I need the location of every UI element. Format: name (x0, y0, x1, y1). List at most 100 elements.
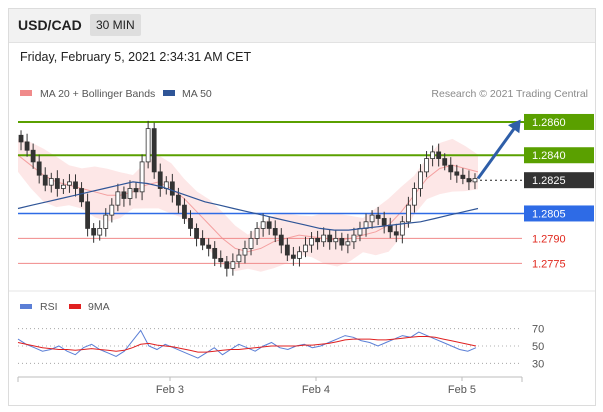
level-label-1.2775: 1.2775 (532, 258, 566, 270)
level-label-box-1.2860 (524, 113, 594, 130)
candle (103, 208, 109, 237)
candle (127, 180, 133, 206)
candle (236, 249, 242, 268)
candle (212, 241, 218, 267)
candle (412, 182, 417, 213)
candle (472, 173, 478, 190)
candle (60, 179, 66, 195)
forecast-arrow-shaft (476, 125, 518, 180)
candle (460, 168, 466, 185)
x-tick-label: Feb 5 (448, 384, 476, 396)
candle (309, 232, 314, 253)
ma9-legend-swatch (69, 304, 81, 309)
candle (151, 122, 157, 179)
candle (436, 143, 442, 167)
forecast-arrow (476, 119, 521, 180)
candle (345, 233, 351, 254)
candle (42, 167, 48, 192)
candle (115, 183, 121, 212)
ma50-line (17, 181, 479, 231)
timeframe-badge[interactable]: 30 MIN (90, 14, 141, 36)
currency-pair-title: USD/CAD (18, 17, 82, 33)
candle (133, 182, 139, 199)
x-axis: Feb 3 Feb 4 Feb 5 (17, 377, 523, 396)
candle (121, 186, 127, 207)
candle (260, 213, 266, 237)
ma50-legend-swatch (163, 90, 175, 96)
candle (424, 151, 429, 178)
candle (254, 222, 260, 245)
candle (157, 163, 163, 197)
candle (418, 164, 423, 197)
candle (442, 153, 448, 171)
candle (36, 154, 42, 184)
candle (466, 170, 472, 191)
rsi-legend-swatch (20, 304, 32, 309)
candle (290, 246, 296, 266)
chart-header: USD/CAD 30 MIN (9, 9, 595, 43)
moving-averages (17, 181, 479, 231)
candle (351, 227, 357, 250)
x-tick-label: Feb 4 (302, 384, 330, 396)
candle (48, 172, 54, 193)
rsi-legend-label: RSI (40, 301, 58, 313)
rsi-panel: 70 50 30 (17, 324, 544, 370)
candle (24, 133, 30, 157)
forecast-arrow-head (507, 119, 521, 134)
candle (91, 223, 97, 243)
candle (430, 145, 436, 167)
bollinger-legend-swatch (20, 90, 32, 96)
ma9-legend-label: 9MA (88, 301, 110, 313)
candle (315, 230, 321, 250)
candle (339, 232, 345, 251)
level-label-1.2825: 1.2825 (532, 175, 566, 187)
candle (448, 157, 454, 180)
candle (454, 164, 460, 183)
level-label-box-1.2805 (524, 205, 594, 222)
candle (327, 229, 333, 250)
candle (284, 238, 290, 262)
candle (97, 220, 103, 241)
candle (381, 211, 387, 234)
copyright-text: Research © 2021 Trading Central (431, 88, 588, 100)
level-label-1.2860: 1.2860 (532, 117, 566, 129)
candle (248, 230, 254, 256)
rsi-tick-30: 30 (532, 358, 544, 370)
level-label-1.2790: 1.2790 (532, 233, 566, 245)
ma20-line (17, 154, 479, 253)
level-price-labels: 1.2860 1.2840 1.2825 1.2805 1.2790 1.2775 (524, 113, 594, 270)
level-label-box-1.2840 (524, 147, 594, 164)
x-tick-label: Feb 3 (156, 384, 184, 396)
candlesticks (18, 120, 478, 277)
candle (242, 240, 248, 264)
candle (297, 246, 302, 267)
candle (266, 216, 272, 235)
candle (206, 238, 212, 257)
level-label-1.2805: 1.2805 (532, 208, 566, 220)
candle (333, 230, 339, 250)
candle (182, 198, 187, 224)
candle (79, 182, 84, 207)
candle (188, 210, 193, 237)
candle (109, 198, 115, 223)
candle (218, 250, 224, 268)
candle (200, 230, 206, 251)
level-label-1.2840: 1.2840 (532, 150, 566, 162)
candle (278, 228, 284, 254)
rsi-series-rsi (17, 329, 477, 359)
candle (73, 174, 78, 197)
level-label-box-1.2825 (524, 172, 594, 189)
candle (224, 255, 230, 277)
rsi-tick-50: 50 (532, 341, 544, 353)
ma50-legend-label: MA 50 (182, 88, 212, 100)
bollinger-legend-label: MA 20 + Bollinger Bands (40, 88, 155, 100)
candle (194, 223, 199, 247)
candle (272, 220, 278, 243)
candle (169, 173, 175, 203)
chart-datetime: Friday, February 5, 2021 2:34:31 AM CET (20, 50, 252, 64)
candle (139, 154, 145, 201)
candle (375, 206, 381, 226)
rsi-series-9ma (17, 336, 477, 353)
candle (18, 130, 24, 151)
